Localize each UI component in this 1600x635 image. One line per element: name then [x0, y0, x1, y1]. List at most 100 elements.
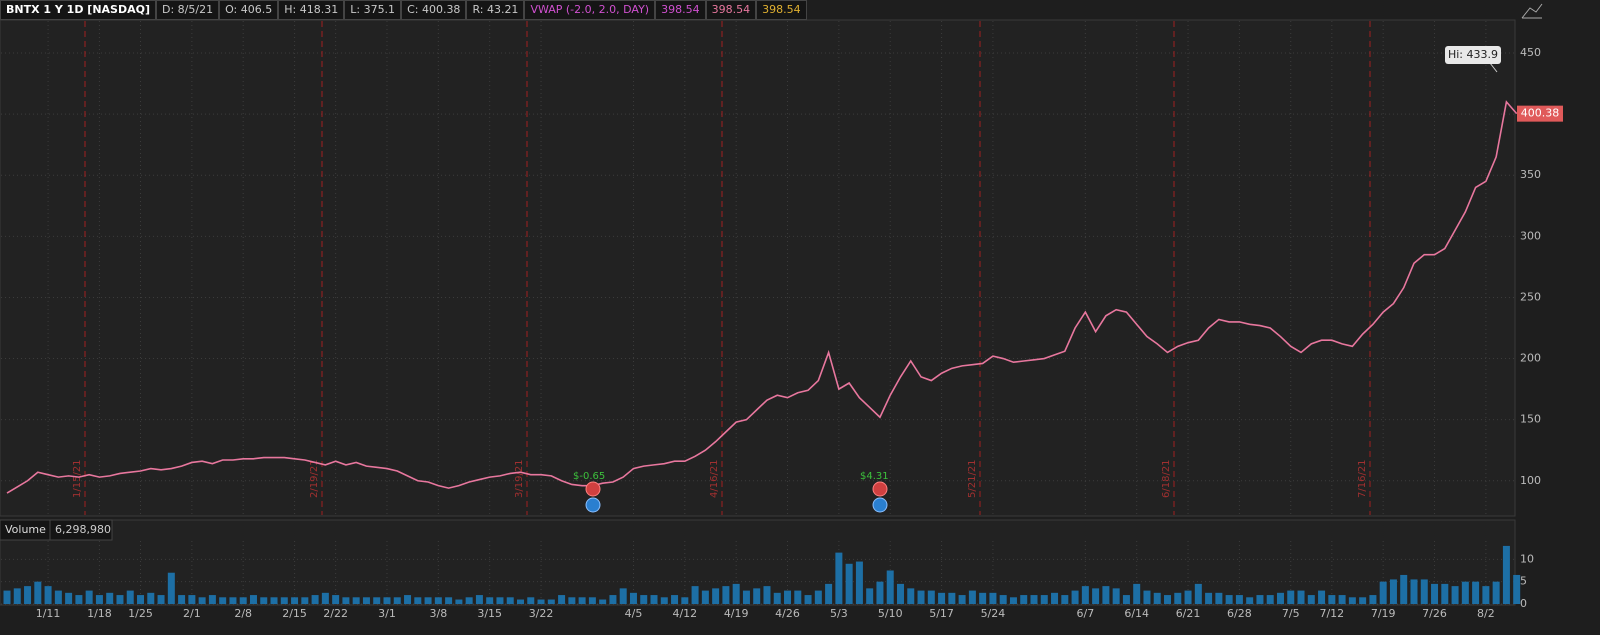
volume-bar — [34, 581, 42, 604]
volume-bar — [1431, 583, 1439, 604]
x-tick-label: 5/10 — [878, 607, 903, 620]
volume-value: 6,298,980 — [55, 523, 111, 536]
x-tick-label: 5/3 — [830, 607, 848, 620]
field: C: 400.38 — [401, 0, 467, 20]
x-tick-label: 2/8 — [234, 607, 252, 620]
volume-bar — [393, 597, 401, 604]
volume-bar — [527, 597, 535, 604]
study-value: 398.54 — [756, 0, 807, 20]
volume-bar — [773, 592, 781, 604]
volume-bar — [75, 595, 83, 604]
volume-bar — [198, 597, 206, 604]
volume-bar — [876, 581, 884, 604]
x-tick-label: 3/8 — [429, 607, 447, 620]
volume-bar — [475, 595, 483, 604]
y-tick-label: 100 — [1520, 474, 1541, 487]
volume-bar — [157, 595, 165, 604]
volume-bar — [1092, 588, 1100, 604]
study[interactable]: VWAP (-2.0, 2.0, DAY) — [524, 0, 656, 20]
y-tick-label: 250 — [1520, 290, 1541, 303]
y-tick-label: 350 — [1520, 168, 1541, 181]
volume-bar — [1400, 574, 1408, 604]
y-tick-label: 0 — [1520, 597, 1527, 610]
volume-bar — [722, 586, 730, 604]
volume-bar — [1225, 595, 1233, 604]
volume-bar — [794, 590, 802, 604]
x-tick-label: 3/15 — [477, 607, 502, 620]
volume-bar — [1389, 579, 1397, 604]
field: L: 375.1 — [344, 0, 402, 20]
volume-bar — [927, 590, 935, 604]
volume-bar — [1513, 574, 1521, 604]
x-tick-label: 5/17 — [929, 607, 954, 620]
volume-bar — [1297, 590, 1305, 604]
volume-bar — [599, 599, 607, 604]
price-line — [6, 100, 1518, 494]
volume-bar — [609, 595, 617, 604]
field: H: 418.31 — [278, 0, 345, 20]
volume-bar — [732, 583, 740, 604]
x-tick-label: 6/21 — [1176, 607, 1201, 620]
volume-bar — [404, 595, 412, 604]
volume-bar — [332, 595, 340, 604]
volume-bar — [1461, 581, 1469, 604]
volume-bar — [1502, 545, 1510, 604]
hi-label: Hi: 433.9 — [1448, 48, 1498, 61]
volume-bar — [178, 595, 186, 604]
volume-bar — [445, 597, 453, 604]
volume-bar — [414, 597, 422, 604]
volume-bar — [126, 590, 134, 604]
volume-bar — [311, 595, 319, 604]
volume-bar — [1307, 595, 1315, 604]
x-tick-label: 4/12 — [672, 607, 697, 620]
x-tick-label: 5/24 — [981, 607, 1006, 620]
volume-bar — [147, 592, 155, 604]
volume-bar — [434, 597, 442, 604]
volume-bar — [588, 597, 596, 604]
volume-bar — [763, 586, 771, 604]
volume-bar — [95, 595, 103, 604]
volume-bar — [1020, 595, 1028, 604]
volume-bar — [640, 595, 648, 604]
x-tick-label: 2/1 — [183, 607, 201, 620]
volume-bar — [866, 588, 874, 604]
volume-bar — [1472, 581, 1480, 604]
volume-bar — [1338, 595, 1346, 604]
x-tick-label: 2/22 — [323, 607, 348, 620]
volume-bar — [1030, 595, 1038, 604]
volume-bar — [1164, 595, 1172, 604]
volume-bar — [486, 597, 494, 604]
chart-icon[interactable] — [1521, 3, 1543, 19]
volume-bar — [825, 583, 833, 604]
y-tick-label: 150 — [1520, 413, 1541, 426]
volume-bar — [1482, 586, 1490, 604]
volume-bar — [1040, 595, 1048, 604]
volume-bar — [1133, 583, 1141, 604]
volume-bar — [373, 597, 381, 604]
hi-pointer — [1489, 62, 1498, 73]
volume-bar — [1051, 592, 1059, 604]
x-tick-label: 6/14 — [1124, 607, 1149, 620]
volume-bar — [1215, 592, 1223, 604]
volume-bar — [938, 592, 946, 604]
y-tick-label: 300 — [1520, 229, 1541, 242]
volume-bar — [1205, 592, 1213, 604]
dividend-icon — [872, 497, 888, 513]
volume-bar — [65, 592, 73, 604]
hi-box — [1445, 46, 1501, 64]
x-tick-label: 4/5 — [625, 607, 643, 620]
symbol[interactable]: BNTX 1 Y 1D [NASDAQ] — [0, 0, 156, 20]
volume-bar — [958, 595, 966, 604]
volume-bar — [1420, 579, 1428, 604]
volume-bar — [1287, 590, 1295, 604]
volume-bar — [1441, 583, 1449, 604]
volume-bar — [1122, 595, 1130, 604]
last-price-box — [1517, 105, 1563, 122]
volume-bar — [362, 597, 370, 604]
volume-bar — [845, 563, 853, 604]
y-tick-label: 200 — [1520, 352, 1541, 365]
volume-bar — [671, 595, 679, 604]
x-tick-label: 8/2 — [1477, 607, 1495, 620]
